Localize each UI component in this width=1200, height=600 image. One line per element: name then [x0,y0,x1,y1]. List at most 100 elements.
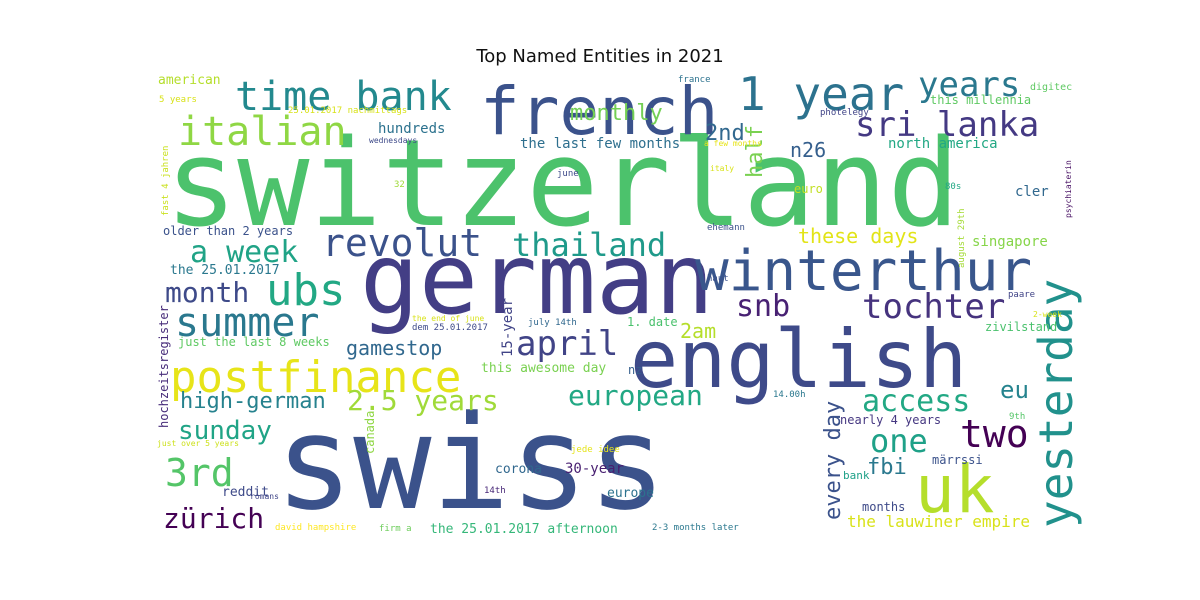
word-53: europe [607,486,654,501]
word-7: yesterday [1029,279,1083,528]
word-54: reddit [222,485,269,500]
word-41: 2am [680,319,716,343]
word-30: zürich [163,502,264,535]
word-31: high-german [180,389,326,414]
word-66: euro [794,182,823,196]
word-19: two [960,412,1029,456]
word-5: french [480,73,718,150]
word-79: 32 [394,180,405,190]
word-61: months [862,500,905,514]
word-8: 1 year [738,67,904,121]
word-0: switzerland [165,115,960,254]
word-34: half [743,125,768,178]
word-36: every day [821,401,846,520]
word-10: postfinance [170,352,461,403]
word-16: ubs [266,265,345,316]
chart-title: Top Named Entities in 2021 [476,46,724,67]
word-35: n26 [790,138,826,162]
word-15: thailand [512,226,666,264]
word-78: june [557,169,579,179]
word-94: jede idee [571,445,620,455]
word-99: 2-3 months later [652,523,739,533]
word-29: sunday [178,416,272,446]
word-18: summer [175,300,320,346]
word-58: this millennia [930,93,1031,107]
word-22: 2.5 years [347,384,499,417]
word-65: cler [1015,184,1049,200]
word-42: singapore [972,234,1048,250]
word-47: hundreds [378,121,445,137]
word-50: this awesome day [481,361,606,376]
word-56: the 25.01.2017 [170,263,280,278]
word-13: years [918,65,1020,105]
word-21: a week [190,235,298,270]
word-67: hochzeitsregister [157,305,171,428]
word-38: fbi [867,455,907,480]
word-86: paare [1008,290,1035,300]
word-95: 14th [484,486,506,496]
word-91: 14.00h [773,390,806,400]
word-90: july 14th [528,318,577,328]
word-97: david hampshire [275,523,356,533]
word-76: a few months [704,139,762,148]
word-44: the lauwiner empire [847,512,1030,531]
word-40: these days [798,224,918,248]
word-88: the end of june [412,314,484,323]
word-72: 25.01.2017 nachmittags [288,106,407,116]
word-89: dem 25.01.2017 [412,323,488,333]
word-74: france [678,75,711,85]
word-96: romans [250,492,279,501]
word-33: 2nd [705,121,745,146]
word-23: one [870,422,928,460]
word-9: time bank [235,74,452,120]
word-46: the last few months [520,136,680,152]
word-83: august 29th [957,208,967,268]
word-43: 15-year [500,298,516,357]
word-63: 1. date [627,315,678,329]
word-71: wednesdays [369,136,417,145]
word-45: north america [888,136,998,152]
word-81: psychiaterin [1064,160,1073,218]
word-60: märrssi [932,453,983,467]
word-20: april [516,324,618,364]
word-4: winterthur [695,239,1032,304]
word-12: italian [178,109,347,155]
word-77: italy [710,164,734,173]
word-17: tochter [862,287,1005,327]
word-68: canada [363,411,377,454]
word-59: nearly 4 years [840,413,941,427]
word-85: haut [707,274,729,284]
word-92: 9th [1009,412,1025,422]
word-51: corona [495,462,542,477]
word-73: 5 years [159,95,197,105]
word-24: access [862,384,970,419]
word-6: uk [915,451,994,528]
word-2: german [360,223,714,337]
word-75: photelegy [820,108,869,118]
word-70: digitec [1030,82,1072,93]
word-28: 3rd [165,451,234,495]
word-64: nz [628,363,642,377]
word-98: firm a [379,524,412,534]
word-11: revolut [322,221,482,265]
word-69: bank [843,469,870,482]
word-49: 30-year [565,461,624,477]
word-48: older than 2 years [163,224,293,238]
word-62: zivilstand [985,320,1057,334]
word-87: 2-week [1033,310,1062,319]
word-80: fast 4 jahren [161,146,171,216]
word-1: swiss [275,387,666,539]
word-57: american [158,73,221,88]
word-93: just over 5 years [157,439,239,448]
word-37: eu [1000,376,1029,404]
word-39: gamestop [346,336,442,360]
word-27: snb [736,289,790,324]
word-26: month [165,276,249,309]
word-82: 80s [945,182,961,192]
word-52: the 25.01.2017 afternoon [430,522,618,537]
word-32: monthly [570,101,663,126]
word-14: sri lanka [855,105,1039,145]
word-55: just the last 8 weeks [178,335,330,349]
word-84: ehemann [707,223,745,233]
